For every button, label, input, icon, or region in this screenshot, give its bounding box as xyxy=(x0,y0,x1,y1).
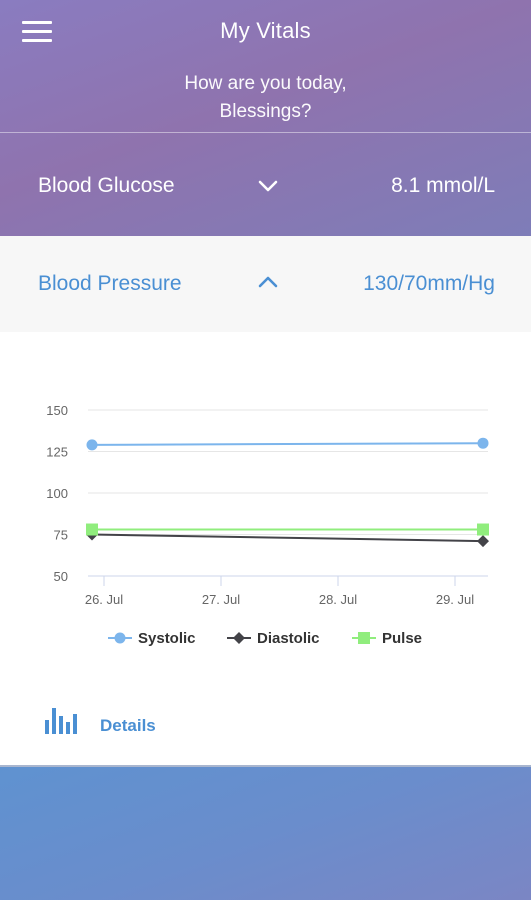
y-tick-label-50: 50 xyxy=(54,569,68,584)
legend-diastolic-marker xyxy=(233,632,245,644)
greeting-line-1: How are you today, xyxy=(184,73,347,94)
blood-pressure-value: 130/70mm/Hg xyxy=(363,272,495,295)
footer-panel xyxy=(0,765,531,900)
chevron-down-icon[interactable] xyxy=(256,174,280,198)
diastolic-point-1 xyxy=(477,535,489,548)
blood-glucose-label: Blood Glucose xyxy=(38,174,175,197)
blood-glucose-value: 8.1 mmol/L xyxy=(391,174,495,197)
bar-chart-icon xyxy=(45,708,77,734)
systolic-point-0 xyxy=(86,439,98,451)
blood-pressure-chart: 150 125 100 75 50 26. Jul 27. Jul 28. Jul 29. Ju… xyxy=(0,332,531,765)
x-tick-label-0: 26. Jul xyxy=(85,592,123,607)
blood-glucose-row[interactable]: Blood Glucose 8.1 mmol/L xyxy=(0,136,531,236)
pulse-point-0 xyxy=(86,523,98,536)
legend-systolic-label: Systolic xyxy=(138,630,196,647)
pulse-point-1 xyxy=(477,523,489,536)
details-label: Details xyxy=(100,716,156,735)
legend-systolic-marker xyxy=(114,632,126,644)
chevron-up-icon[interactable] xyxy=(256,270,280,294)
legend-pulse-marker xyxy=(358,632,370,644)
app-header: My Vitals How are you today, Blessings? xyxy=(0,0,531,236)
y-tick-label-150: 150 xyxy=(46,403,68,418)
hamburger-menu-icon[interactable] xyxy=(22,20,54,44)
page-title: My Vitals xyxy=(220,18,311,43)
y-tick-label-125: 125 xyxy=(46,445,68,460)
header-divider xyxy=(0,132,531,133)
blood-pressure-label: Blood Pressure xyxy=(38,272,182,295)
chart-svg: 150 125 100 75 50 26. Jul 27. Jul 28. Jul 29. Ju… xyxy=(46,403,489,647)
greeting: How are you today, Blessings? xyxy=(0,70,531,126)
greeting-line-2: Blessings? xyxy=(219,101,312,122)
legend-diastolic-label: Diastolic xyxy=(257,630,320,647)
diastolic-series-line xyxy=(91,533,484,543)
systolic-point-1 xyxy=(477,437,489,449)
x-tick-label-2: 28. Jul xyxy=(319,592,357,607)
legend-pulse-label: Pulse xyxy=(382,630,422,647)
systolic-series-line xyxy=(91,442,484,446)
y-tick-label-75: 75 xyxy=(54,528,68,543)
blood-pressure-row[interactable]: Blood Pressure 130/70mm/Hg xyxy=(0,236,531,332)
x-tick-label-1: 27. Jul xyxy=(202,592,240,607)
x-tick-label-3: 29. Jul xyxy=(436,592,474,607)
y-tick-label-100: 100 xyxy=(46,486,68,501)
